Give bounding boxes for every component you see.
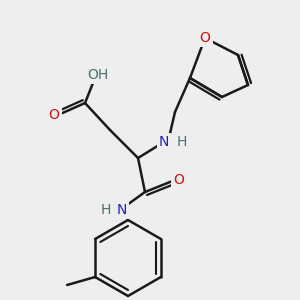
Text: H: H: [177, 135, 187, 149]
Text: O: O: [200, 31, 210, 45]
Text: H: H: [101, 203, 111, 217]
Text: O: O: [174, 173, 184, 187]
Text: O: O: [49, 108, 59, 122]
Text: N: N: [159, 135, 169, 149]
Text: OH: OH: [87, 68, 109, 82]
Text: N: N: [117, 203, 127, 217]
